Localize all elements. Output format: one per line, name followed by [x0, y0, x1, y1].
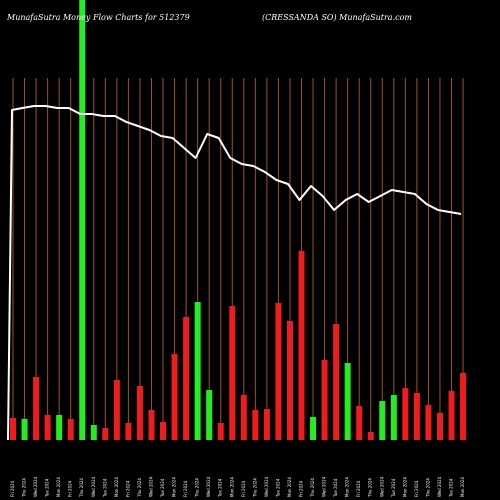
volume-bar: [413, 393, 420, 440]
x-tick-label: Thu 2024: [252, 478, 257, 498]
volume-bar: [21, 419, 28, 440]
volume-bar: [448, 391, 455, 440]
volume-bars: [10, 0, 467, 440]
volume-bar: [113, 380, 120, 440]
x-tick-label: Wed 2024: [437, 476, 442, 497]
volume-bar: [356, 406, 363, 440]
x-tick-label: Tue 2024: [218, 478, 223, 498]
x-tick-label: Tue 2024: [449, 478, 454, 498]
volume-bar: [298, 251, 305, 440]
volume-bar: [460, 373, 467, 440]
volume-bar: [33, 377, 40, 440]
volume-bar: [379, 401, 386, 440]
volume-bar: [171, 354, 178, 440]
x-tick-label: Thu 2024: [195, 478, 200, 498]
volume-bar: [125, 423, 132, 440]
volume-bar: [425, 405, 432, 440]
x-tick-label: Mon 2024: [56, 477, 61, 497]
x-tick-label: Thu 2024: [137, 478, 142, 498]
x-tick-label: Fri 2024: [10, 480, 15, 497]
x-tick-label: Tue 2024: [391, 478, 396, 498]
x-tick-label: Tue 2024: [102, 478, 107, 498]
x-tick-label: Wed 2024: [206, 476, 211, 497]
volume-bar: [321, 360, 328, 440]
x-tick-label: Tue 2024: [333, 478, 338, 498]
x-tick-label: Wed 2024: [322, 476, 327, 497]
money-flow-line-group: [7, 105, 462, 441]
grid-lines: [12, 78, 464, 440]
volume-bar: [183, 317, 190, 440]
volume-bar: [136, 386, 143, 440]
x-tick-label: Tue 2024: [45, 478, 50, 498]
volume-bar: [56, 415, 63, 440]
volume-bar: [67, 419, 74, 440]
x-tick-label: Fri 2024: [68, 480, 73, 497]
volume-bar: [44, 415, 51, 440]
volume-bar: [286, 321, 293, 440]
x-tick-label: Wed 2024: [33, 476, 38, 497]
x-tick-label: Wed 2024: [91, 476, 96, 497]
x-tick-label: Mon 2024: [345, 477, 350, 497]
volume-bar: [344, 363, 351, 440]
x-tick-label: Thu 2024: [368, 478, 373, 498]
volume-bar: [10, 418, 16, 440]
x-tick-label: Fri 2024: [183, 480, 188, 497]
x-tick-label: Mon 2024: [114, 477, 119, 497]
x-tick-label: Thu 2024: [22, 478, 27, 498]
x-tick-label: Mon 2024: [402, 477, 407, 497]
x-tick-label: Fri 2024: [299, 480, 304, 497]
volume-bar: [275, 303, 282, 440]
x-tick-label: Fri 2024: [356, 480, 361, 497]
volume-bar: [240, 395, 247, 440]
chart-header-right: (CRESSANDA SO) MunafaSutra.com: [262, 13, 412, 22]
volume-bar: [310, 417, 317, 440]
volume-bar: [90, 425, 97, 440]
x-tick-label: Wed 2024: [379, 476, 384, 497]
volume-bar: [206, 390, 213, 440]
chart-header-left: MunafaSutra Money Flow Charts for 512379: [6, 13, 190, 22]
volume-bar: [333, 324, 340, 440]
volume-bar: [229, 306, 236, 440]
x-tick-label: Fri 2024: [414, 480, 419, 497]
volume-bar: [367, 432, 374, 440]
volume-bar: [263, 409, 270, 440]
money-flow-line: [7, 105, 462, 441]
x-tick-label: Thu 2024: [310, 478, 315, 498]
x-tick-label: Mon 2024: [229, 477, 234, 497]
x-tick-label: Thu 2024: [79, 478, 84, 498]
x-tick-label: Mon 2024: [172, 477, 177, 497]
volume-bar: [194, 302, 201, 440]
x-tick-label: Tue 2024: [160, 478, 165, 498]
x-tick-label: Wed 2024: [264, 476, 269, 497]
x-tick-label: Fri 2024: [241, 480, 246, 497]
volume-bar: [436, 413, 443, 440]
highlight-bar: [79, 0, 86, 440]
x-tick-label: Tue 2024: [275, 478, 280, 498]
volume-bar: [217, 423, 224, 440]
x-tick-label: Thu 2024: [425, 478, 430, 498]
volume-bar: [148, 410, 155, 440]
volume-bar: [102, 428, 109, 440]
volume-bar: [252, 410, 259, 440]
volume-bar: [390, 395, 397, 440]
x-tick-label: Mon 2024: [287, 477, 292, 497]
x-tick-labels: Fri 2024 Thu 2024 Wed 2024 Tue 2024 Mon 2024…: [10, 476, 465, 498]
x-tick-label: Mon 2024: [460, 477, 465, 497]
x-tick-label: Wed 2024: [148, 476, 153, 497]
volume-bar: [402, 388, 409, 440]
x-tick-label: Fri 2024: [125, 480, 130, 497]
volume-bar: [160, 422, 167, 440]
